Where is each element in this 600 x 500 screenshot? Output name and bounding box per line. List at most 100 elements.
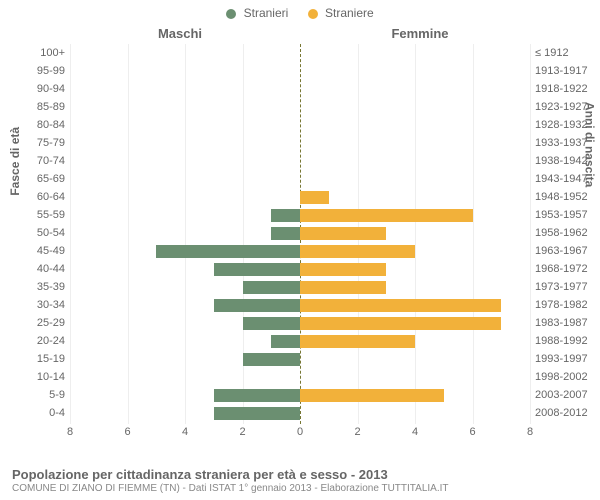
age-label: 70-74: [5, 152, 65, 170]
birth-year-label: 1973-1977: [535, 278, 600, 296]
age-label: 75-79: [5, 134, 65, 152]
birth-year-label: 1978-1982: [535, 296, 600, 314]
birth-year-label: 1993-1997: [535, 350, 600, 368]
birth-year-label: 1958-1962: [535, 224, 600, 242]
chart-subtitle: COMUNE DI ZIANO DI FIEMME (TN) - Dati IS…: [12, 483, 588, 494]
age-label: 85-89: [5, 98, 65, 116]
footer: Popolazione per cittadinanza straniera p…: [12, 467, 588, 494]
age-row: 60-641948-1952: [70, 188, 530, 206]
plot-area: 100+≤ 191295-991913-191790-941918-192285…: [70, 44, 530, 444]
chart-title: Popolazione per cittadinanza straniera p…: [12, 467, 588, 482]
age-label: 50-54: [5, 224, 65, 242]
bar-female: [300, 317, 501, 330]
birth-year-label: 1928-1932: [535, 116, 600, 134]
bar-female: [300, 389, 444, 402]
age-row: 45-491963-1967: [70, 242, 530, 260]
grid-line: [530, 44, 531, 424]
age-row: 70-741938-1942: [70, 152, 530, 170]
x-tick-label: 2: [354, 426, 360, 438]
bar-male: [243, 317, 301, 330]
x-tick-label: 8: [67, 426, 73, 438]
bar-female: [300, 281, 386, 294]
age-label: 40-44: [5, 260, 65, 278]
age-row: 30-341978-1982: [70, 296, 530, 314]
age-label: 60-64: [5, 188, 65, 206]
x-tick-label: 4: [412, 426, 418, 438]
age-label: 10-14: [5, 368, 65, 386]
x-tick-label: 0: [297, 426, 303, 438]
birth-year-label: 1933-1937: [535, 134, 600, 152]
age-row: 95-991913-1917: [70, 62, 530, 80]
bar-female: [300, 245, 415, 258]
bar-male: [214, 389, 300, 402]
birth-year-label: 2008-2012: [535, 404, 600, 422]
age-row: 5-92003-2007: [70, 386, 530, 404]
age-label: 20-24: [5, 332, 65, 350]
birth-year-label: ≤ 1912: [535, 44, 600, 62]
age-row: 15-191993-1997: [70, 350, 530, 368]
x-tick-label: 2: [239, 426, 245, 438]
bar-male: [214, 263, 300, 276]
bar-male: [271, 335, 300, 348]
birth-year-label: 1963-1967: [535, 242, 600, 260]
age-row: 65-691943-1947: [70, 170, 530, 188]
age-row: 35-391973-1977: [70, 278, 530, 296]
legend: Stranieri Straniere: [0, 6, 600, 20]
birth-year-label: 1923-1927: [535, 98, 600, 116]
bar-male: [243, 353, 301, 366]
age-label: 100+: [5, 44, 65, 62]
bar-female: [300, 263, 386, 276]
bar-female: [300, 209, 473, 222]
age-row: 0-42008-2012: [70, 404, 530, 422]
legend-item-female: Straniere: [308, 6, 374, 20]
birth-year-label: 1948-1952: [535, 188, 600, 206]
age-label: 90-94: [5, 80, 65, 98]
age-label: 30-34: [5, 296, 65, 314]
birth-year-label: 2003-2007: [535, 386, 600, 404]
bar-male: [156, 245, 300, 258]
age-row: 50-541958-1962: [70, 224, 530, 242]
age-row: 85-891923-1927: [70, 98, 530, 116]
legend-dot-female: [308, 9, 318, 19]
bar-male: [271, 227, 300, 240]
bar-female: [300, 191, 329, 204]
legend-label-female: Straniere: [325, 6, 374, 20]
bar-male: [214, 407, 300, 420]
birth-year-label: 1918-1922: [535, 80, 600, 98]
age-label: 0-4: [5, 404, 65, 422]
x-tick-label: 6: [124, 426, 130, 438]
x-tick-label: 4: [182, 426, 188, 438]
chart-container: Stranieri Straniere Maschi Femmine Fasce…: [0, 0, 600, 500]
x-tick-label: 8: [527, 426, 533, 438]
age-label: 80-84: [5, 116, 65, 134]
age-row: 100+≤ 1912: [70, 44, 530, 62]
bar-male: [214, 299, 300, 312]
birth-year-label: 1953-1957: [535, 206, 600, 224]
age-label: 45-49: [5, 242, 65, 260]
age-row: 10-141998-2002: [70, 368, 530, 386]
age-label: 95-99: [5, 62, 65, 80]
age-label: 25-29: [5, 314, 65, 332]
age-row: 25-291983-1987: [70, 314, 530, 332]
header-female: Femmine: [310, 26, 530, 41]
age-row: 90-941918-1922: [70, 80, 530, 98]
birth-year-label: 1913-1917: [535, 62, 600, 80]
age-label: 5-9: [5, 386, 65, 404]
age-label: 15-19: [5, 350, 65, 368]
birth-year-label: 1938-1942: [535, 152, 600, 170]
header-male: Maschi: [70, 26, 290, 41]
birth-year-label: 1983-1987: [535, 314, 600, 332]
age-row: 80-841928-1932: [70, 116, 530, 134]
bar-male: [271, 209, 300, 222]
age-label: 65-69: [5, 170, 65, 188]
age-row: 55-591953-1957: [70, 206, 530, 224]
legend-dot-male: [226, 9, 236, 19]
birth-year-label: 1943-1947: [535, 170, 600, 188]
bar-female: [300, 299, 501, 312]
age-row: 40-441968-1972: [70, 260, 530, 278]
age-row: 20-241988-1992: [70, 332, 530, 350]
legend-item-male: Stranieri: [226, 6, 288, 20]
age-row: 75-791933-1937: [70, 134, 530, 152]
bar-female: [300, 227, 386, 240]
bar-female: [300, 335, 415, 348]
